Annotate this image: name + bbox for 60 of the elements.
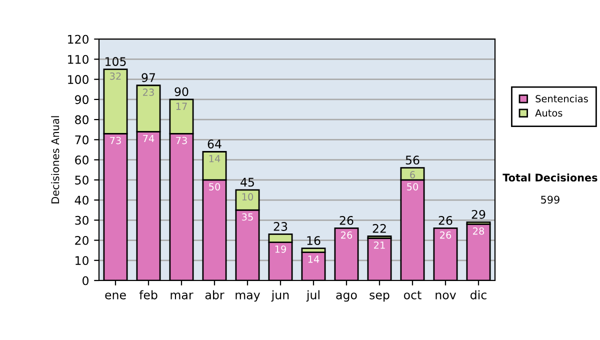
data-label: 21 xyxy=(374,241,385,249)
y-tick-label: 70 xyxy=(75,135,88,144)
x-tick-label: jul xyxy=(306,290,320,302)
x-tick-label: feb xyxy=(139,290,158,300)
total-label: 26 xyxy=(438,216,452,225)
y-tick-label: 40 xyxy=(74,196,88,205)
data-label: 28 xyxy=(473,227,484,235)
total-label: 56 xyxy=(406,156,420,165)
y-tick-label: 50 xyxy=(75,176,88,185)
y-tick-label: 90 xyxy=(75,95,88,104)
total-label: 22 xyxy=(372,224,386,233)
data-label: 19 xyxy=(275,245,286,253)
total-label: 90 xyxy=(174,87,188,96)
data-label: 35 xyxy=(242,213,253,221)
data-label: 50 xyxy=(407,183,418,190)
text: Total Decisiones xyxy=(502,173,598,182)
y-tick-label: 30 xyxy=(75,216,88,225)
x-tick-label: may xyxy=(236,292,260,302)
x-tick-label: sep xyxy=(370,292,390,302)
total-label: 23 xyxy=(274,222,288,231)
y-tick-label: 110 xyxy=(68,54,88,64)
y-tick-label: 0 xyxy=(82,276,88,286)
total-label: 16 xyxy=(307,236,320,246)
x-tick-label: abr xyxy=(205,290,224,300)
data-label: 74 xyxy=(143,134,154,142)
text: 599 xyxy=(541,196,560,204)
data-label: 14 xyxy=(209,155,220,162)
data-label: 23 xyxy=(143,88,154,96)
data-label: 10 xyxy=(242,193,254,201)
data-label: 32 xyxy=(110,72,121,80)
total-label: 64 xyxy=(208,140,222,148)
x-tick-label: ene xyxy=(105,292,126,300)
legend-label: Autos xyxy=(535,109,562,117)
data-label: 73 xyxy=(176,136,187,144)
y-axis-title: Decisiones Anual xyxy=(51,116,60,204)
x-tick-label: jun xyxy=(271,290,289,302)
data-label: 73 xyxy=(110,136,121,144)
y-tick-label: 20 xyxy=(75,236,88,245)
data-label: 26 xyxy=(341,231,352,239)
x-tick-label: nov xyxy=(436,292,456,300)
x-tick-label: mar xyxy=(170,292,194,300)
y-tick-label: 120 xyxy=(68,34,88,44)
y-tick-label: 10 xyxy=(76,256,88,266)
y-tick-label: 80 xyxy=(75,115,88,124)
total-label: 26 xyxy=(340,216,354,225)
total-label: 105 xyxy=(106,57,126,66)
y-tick-label: 100 xyxy=(68,75,88,84)
x-tick-label: oct xyxy=(404,290,422,300)
x-tick-label: dic xyxy=(470,290,486,300)
legend-label: Sentencias xyxy=(536,94,588,102)
total-label: 45 xyxy=(240,178,254,187)
data-label: 50 xyxy=(209,183,220,190)
total-label: 29 xyxy=(472,210,486,219)
x-tick-label: ago xyxy=(336,292,357,302)
data-label: 14 xyxy=(308,256,320,263)
data-label: 26 xyxy=(440,231,452,239)
data-label: 17 xyxy=(176,102,187,110)
total-label: 97 xyxy=(142,73,155,82)
y-tick-label: 60 xyxy=(75,156,88,164)
data-label: 6 xyxy=(410,171,415,178)
